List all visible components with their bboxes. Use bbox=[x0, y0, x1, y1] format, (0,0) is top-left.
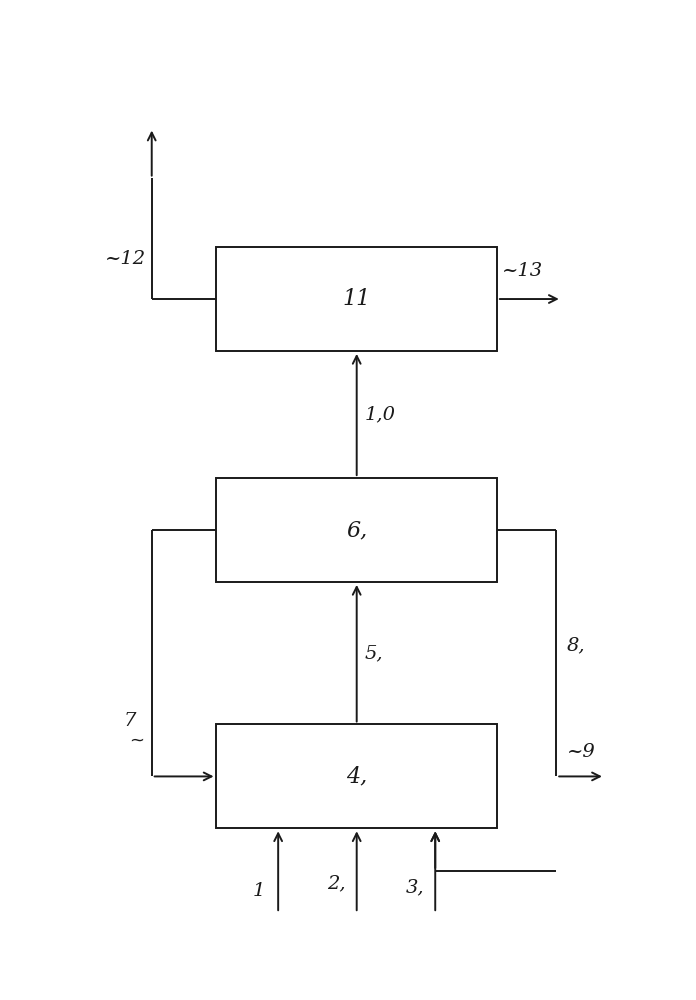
Text: ~12: ~12 bbox=[105, 250, 146, 268]
Text: 6,: 6, bbox=[346, 519, 367, 541]
Text: 5,: 5, bbox=[365, 644, 383, 662]
Text: 4,: 4, bbox=[346, 765, 367, 787]
Bar bbox=[216, 478, 497, 582]
Bar bbox=[216, 247, 497, 351]
Text: 2,: 2, bbox=[327, 875, 346, 893]
Bar bbox=[216, 724, 497, 828]
Text: ~13: ~13 bbox=[503, 262, 544, 280]
Text: 1,0: 1,0 bbox=[365, 406, 396, 424]
Text: 11: 11 bbox=[342, 288, 371, 310]
Text: 7: 7 bbox=[123, 712, 136, 730]
Text: 1: 1 bbox=[253, 882, 264, 900]
Text: 3,: 3, bbox=[406, 878, 425, 896]
Text: ~9: ~9 bbox=[567, 743, 596, 761]
Text: 8,: 8, bbox=[567, 637, 586, 655]
Text: ~: ~ bbox=[129, 731, 143, 749]
